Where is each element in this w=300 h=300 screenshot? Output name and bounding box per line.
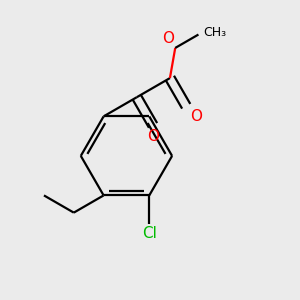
Text: Cl: Cl bbox=[142, 226, 157, 241]
Text: O: O bbox=[190, 109, 202, 124]
Text: O: O bbox=[147, 129, 159, 144]
Text: O: O bbox=[162, 31, 174, 46]
Text: CH₃: CH₃ bbox=[204, 26, 227, 39]
